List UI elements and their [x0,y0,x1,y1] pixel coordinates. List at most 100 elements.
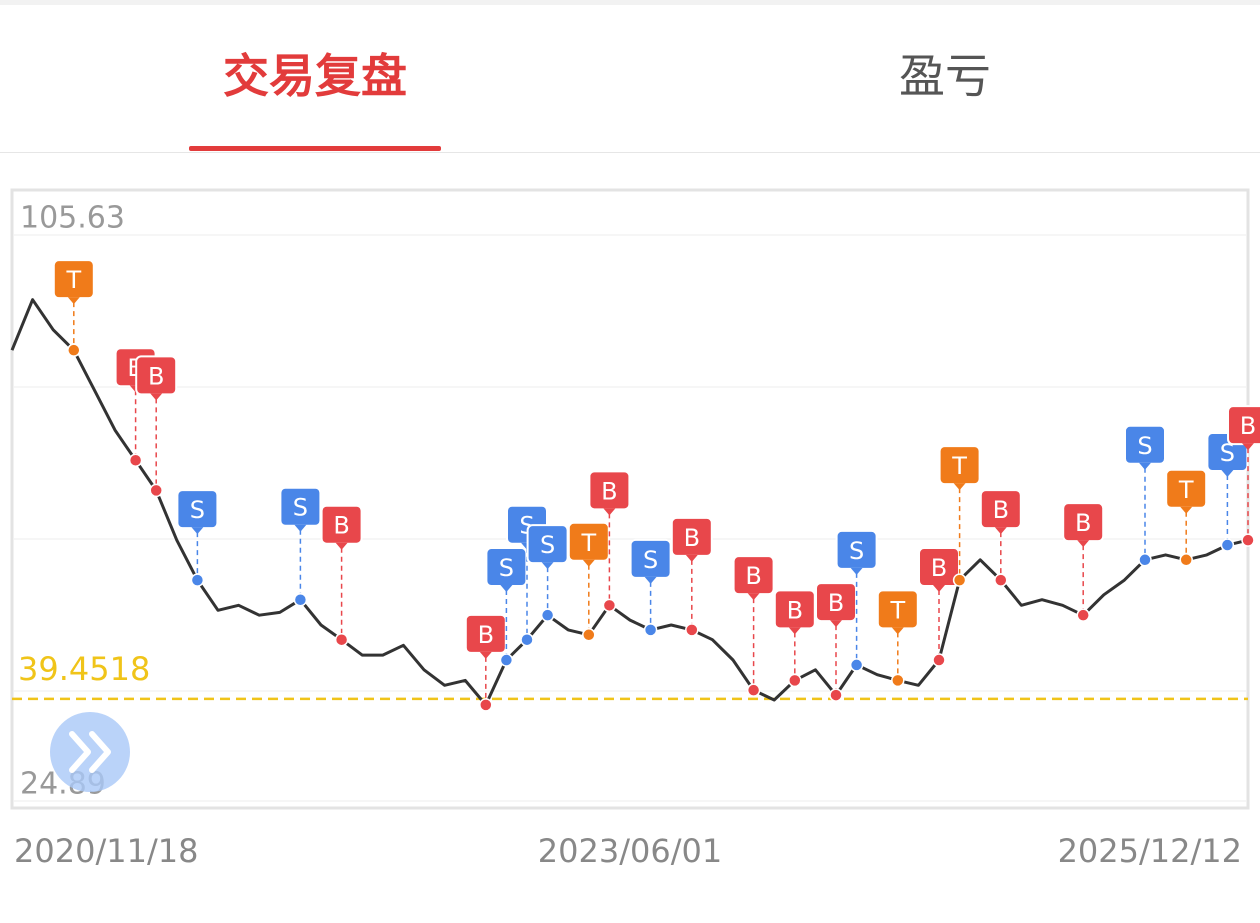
trade-dot [334,632,349,647]
trade-dot [1138,553,1152,567]
trade-tag-pointer [1180,506,1193,514]
trade-dot [1076,608,1090,622]
expand-button-icon [69,731,111,773]
trade-dot [891,673,905,688]
trade-tag-pointer [479,651,492,659]
trade-label: B [478,621,494,649]
trade-tag-pointer [1221,470,1234,478]
trade-dot [149,483,163,498]
trade-label: B [787,596,803,624]
trade-dot [746,683,761,697]
trade-dot [643,623,658,637]
tab-active[interactable]: 交易复盘 [223,49,407,103]
trade-dot [582,628,596,642]
trade-marker: B [918,547,960,667]
trade-marker: B [1227,405,1260,547]
trade-dot [1179,553,1193,567]
trade-label: B [993,496,1009,524]
trade-marker: B [588,470,631,613]
trade-marker: B [815,582,857,702]
trade-label: S [190,496,205,524]
trade-tag-pointer [500,585,513,593]
price-line [10,298,1249,707]
tab-indicator [189,146,441,151]
trade-marker: B [773,589,816,688]
trade-label: B [1075,509,1091,537]
trade-marker: S [835,529,878,672]
trade-tag-pointer [830,620,842,628]
divider [0,152,1260,153]
trade-label: B [333,512,349,540]
trade-dot [540,608,555,622]
trade-label: T [889,596,905,624]
trade-marker: B [320,504,363,647]
trade-label: T [65,266,81,294]
trade-marker: B [464,613,507,712]
trade-label: B [828,589,844,617]
trade-dot [602,598,617,613]
trade-marker: S [526,524,569,622]
trade-label: S [499,554,514,582]
trade-marker: B [732,555,775,697]
trade-tag-pointer [1242,443,1254,451]
trade-tag-pointer [685,554,698,562]
trade-dot [479,698,493,712]
trade-dot [67,343,81,357]
trade-label: B [745,562,761,590]
trade-tag-pointer [67,297,80,305]
trade-dot [1220,538,1235,552]
trade-tag-pointer [953,483,966,491]
trade-tag-pointer [933,585,945,593]
trade-label: S [540,531,555,559]
reference-label: 39.4518 [18,650,150,688]
x-tick-label: 2020/11/18 [14,832,198,870]
trade-tag-pointer [644,576,657,584]
trade-marker: S [1124,424,1166,567]
trade-label: S [293,494,308,522]
trade-tag-pointer [335,542,348,550]
trade-marker: S [176,489,219,587]
trade-tag-pointer [582,559,595,567]
trade-tag-pointer [294,524,307,532]
trade-label: B [148,362,164,390]
trade-label: S [849,537,864,565]
trade-tag-pointer [150,393,163,401]
trade-dot [952,573,967,587]
trade-dot [128,453,143,467]
trade-dot [994,573,1008,587]
trade-tag-pointer [788,627,801,635]
trade-marker: B [135,355,178,498]
trade-dot [685,623,699,637]
trade-marker: T [1165,468,1208,567]
trade-label: S [643,546,658,574]
trade-label: S [1137,432,1152,460]
trade-label: B [931,554,947,582]
x-tick-label: 2023/06/01 [538,832,722,870]
trade-tag-pointer [891,627,904,635]
trade-tag-pointer [994,527,1007,535]
trade-tag-pointer [1077,540,1090,548]
trade-label: B [1240,412,1256,440]
y-tick-label: 105.63 [20,201,125,236]
trade-dot [829,688,843,702]
trade-label: B [601,477,617,505]
trade-dot [1241,533,1255,547]
status-strip [0,0,1260,5]
trade-dot [788,673,802,688]
tab[interactable]: 盈亏 [899,49,991,103]
trade-marker: S [629,538,672,637]
trade-dot [499,653,514,667]
expand-button[interactable] [50,712,130,792]
trade-label: T [951,452,967,480]
trade-marker: B [1062,502,1105,622]
trade-dot [190,573,205,587]
trade-label: S [1220,439,1235,467]
trade-label: T [1178,476,1194,504]
trade-label: B [684,524,700,552]
trade-dot [293,592,308,607]
trade-dot [520,632,534,647]
trade-tag-pointer [1139,462,1151,470]
trade-marker: S [279,486,322,607]
